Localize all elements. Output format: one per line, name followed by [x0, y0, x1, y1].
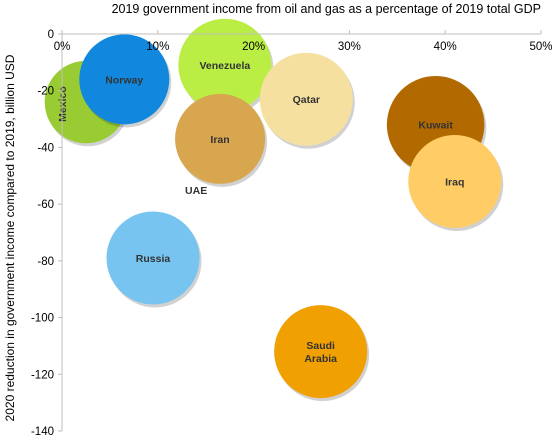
bubble-qatar	[259, 52, 353, 146]
bubble-label-russia: Russia	[136, 253, 171, 265]
x-tick-label: 10%	[146, 41, 169, 53]
x-tick-label: 20%	[242, 41, 265, 53]
bubble-label-uae: UAE	[185, 185, 207, 197]
y-tick-label: 0	[48, 29, 54, 41]
y-tick-label: -20	[37, 86, 54, 98]
y-tick-label: -60	[37, 199, 54, 211]
bubble-label-qatar: Qatar	[293, 94, 320, 106]
bubble-venezuela	[178, 18, 272, 112]
bubble-iran	[175, 93, 266, 184]
bubble-label-kuwait: Kuwait	[418, 120, 453, 132]
y-axis-label: 2020 reduction in government income comp…	[3, 54, 17, 421]
ticks-layer: 0% 10% 20% 30% 40% 50% 0 -20 -40 -60 -80 -100 -120 -1…	[31, 29, 553, 438]
chart-title: 2019 government income from oil and gas …	[112, 2, 541, 16]
bubbles-layer: Mexico Norway Venezuela Qatar Iran UAE Kuwait I…	[44, 18, 504, 402]
bubble-label-iraq: Iraq	[445, 176, 464, 188]
bubble-norway	[79, 34, 170, 125]
bubble-saudi-arabia	[274, 305, 368, 399]
y-tick-label: -140	[31, 426, 54, 438]
bubble-label-norway: Norway	[105, 74, 143, 86]
bubble-iraq	[408, 134, 502, 228]
y-tick-label: -120	[31, 369, 54, 381]
axes-layer	[61, 33, 541, 431]
bubble-russia	[106, 211, 200, 305]
y-tick-label: -100	[31, 313, 54, 325]
bubble-label-saudi-arabia: Saudi Arabia	[304, 340, 337, 365]
x-tick-label: 0%	[54, 41, 71, 53]
y-tick-label: -40	[37, 142, 54, 154]
x-tick-label: 50%	[529, 41, 552, 53]
bubble-label-iran: Iran	[210, 134, 229, 146]
x-tick-label: 30%	[338, 41, 361, 53]
bubble-label-mexico: Mexico	[57, 86, 69, 122]
x-tick-label: 40%	[434, 41, 457, 53]
y-tick-label: -80	[37, 256, 54, 268]
bubble-label-venezuela: Venezuela	[199, 60, 250, 72]
